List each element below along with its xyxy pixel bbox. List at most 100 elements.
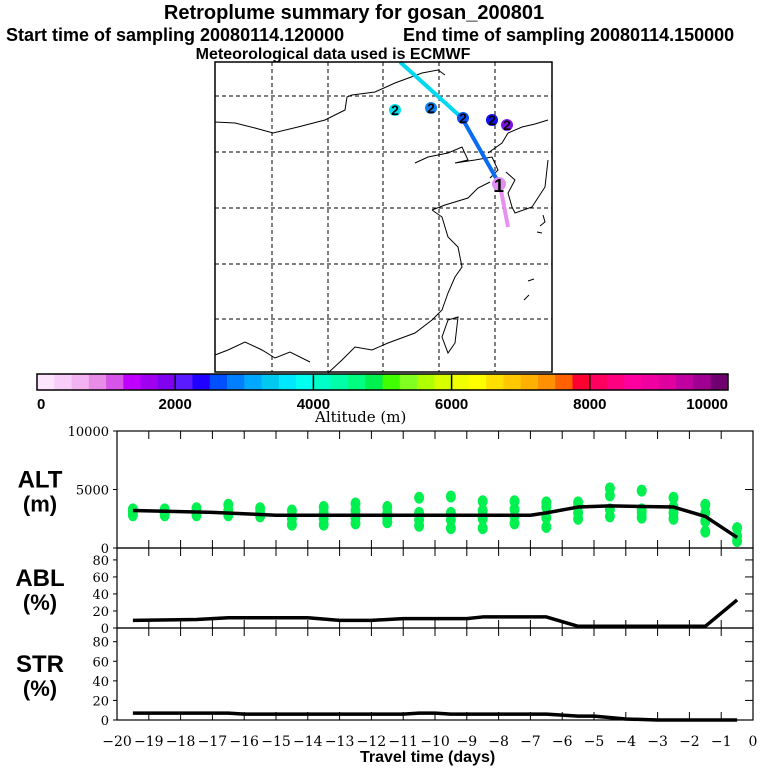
trajectory-segment [498,184,510,228]
colorbar-segment [676,374,694,390]
y-tick-label: 5000 [76,484,109,499]
chart-title: Retroplume summary for gosan_200801 [163,2,545,24]
y-tick-label: 60 [92,655,109,670]
panel-label: STR [16,651,64,678]
plume-marker-label: 2 [459,110,467,126]
panel-frame-str [116,627,754,721]
colorbar-segment [658,374,677,390]
altitude-dot [159,503,170,516]
colorbar-tick-label: 10000 [686,396,728,413]
colorbar-segment [451,374,470,390]
trajectory-segment [460,117,502,186]
altitude-dot [223,498,234,511]
colorbar-segment [624,374,643,390]
colorbar-tick-label: 2000 [159,396,192,413]
colorbar-segment [347,374,366,390]
plume-marker-label: 2 [503,117,511,133]
colorbar-frame [36,373,729,391]
altitude-dot [541,520,552,533]
x-axis-label: Travel time (days) [360,749,496,766]
colorbar-segment [71,374,90,390]
colorbar-segment [520,374,539,390]
panel-unit: (%) [23,590,57,615]
x-tick-label: −15 [261,734,291,750]
altitude-dot [509,495,520,508]
altitude-dot [445,506,456,519]
colorbar-segment [244,374,263,390]
trajectory-segment [398,60,464,120]
colorbar-segment [641,374,660,390]
colorbar-tick-label: 4000 [297,396,330,413]
altitude-dot [477,495,488,508]
y-tick-label: 40 [92,675,109,690]
altitude-dot [445,490,456,503]
altitude-dot [318,501,329,514]
y-tick-label: 10000 [68,425,109,440]
colorbar-segment [537,374,556,390]
x-tick-label: −10 [420,734,450,750]
plume-marker [501,119,513,131]
plume-marker [457,112,469,124]
x-tick-label: −20 [102,734,132,750]
y-tick-label: 80 [92,636,109,651]
colorbar-segment [140,374,159,390]
y-tick-label: 20 [92,605,109,620]
x-tick-label: 0 [749,734,758,750]
x-tick-label: −1 [711,734,732,750]
end-time: End time of sampling 20080114.150000 [403,25,735,45]
series-line-alt [132,504,739,539]
colorbar-segment [313,374,332,390]
colorbar-tick-label: 0 [37,396,45,413]
colorbar-segment [278,374,297,390]
map-gridlines [215,62,552,372]
colorbar-segment [296,374,314,390]
x-tick-label: −14 [293,734,323,750]
panel-frame-alt [116,430,754,549]
colorbar-segment [209,374,228,390]
colorbar-segment [468,374,487,390]
plume-marker [425,102,437,114]
colorbar-segment [106,374,124,390]
x-tick-label: −3 [647,734,668,750]
x-tick-label: −12 [357,734,387,750]
x-tick-label: −4 [615,734,636,750]
x-tick-label: −19 [134,734,164,750]
altitude-dot [604,482,615,495]
colorbar-tick-label: 6000 [435,396,468,413]
plume-marker-label: 2 [391,102,399,118]
x-tick-label: −16 [229,734,259,750]
colorbar-label: Altitude (m) [315,408,407,426]
x-tick-label: −17 [198,734,228,750]
colorbar-segment [175,374,193,390]
colorbar-segment [486,374,504,390]
y-tick-label: 80 [92,554,109,569]
altitude-dot [414,491,425,504]
colorbar-segment [330,374,349,390]
colorbar-segment [261,374,280,390]
panel-unit: (m) [23,492,57,517]
station-label: 1 [494,176,504,196]
trajectory [398,60,510,228]
altitude-dot [477,522,488,535]
y-tick-label: 0 [101,714,109,729]
x-tick-label: −9 [456,734,477,750]
x-tick-label: −11 [388,734,418,750]
altitude-dot [127,503,138,516]
altitude-dot [350,497,361,510]
y-tick-label: 60 [92,571,109,586]
x-tick-label: −5 [584,734,605,750]
altitude-dot [732,522,743,535]
x-tick-label: −6 [552,734,573,750]
y-tick-label: 20 [92,694,109,709]
colorbar-segment [572,374,591,390]
y-tick-label: 0 [101,622,109,637]
plume-marker [389,104,401,116]
x-tick-label: −13 [325,734,355,750]
coastlines [214,69,549,374]
altitude-dot [541,496,552,509]
altitude-dot [700,525,711,538]
colorbar-segment [607,374,625,390]
